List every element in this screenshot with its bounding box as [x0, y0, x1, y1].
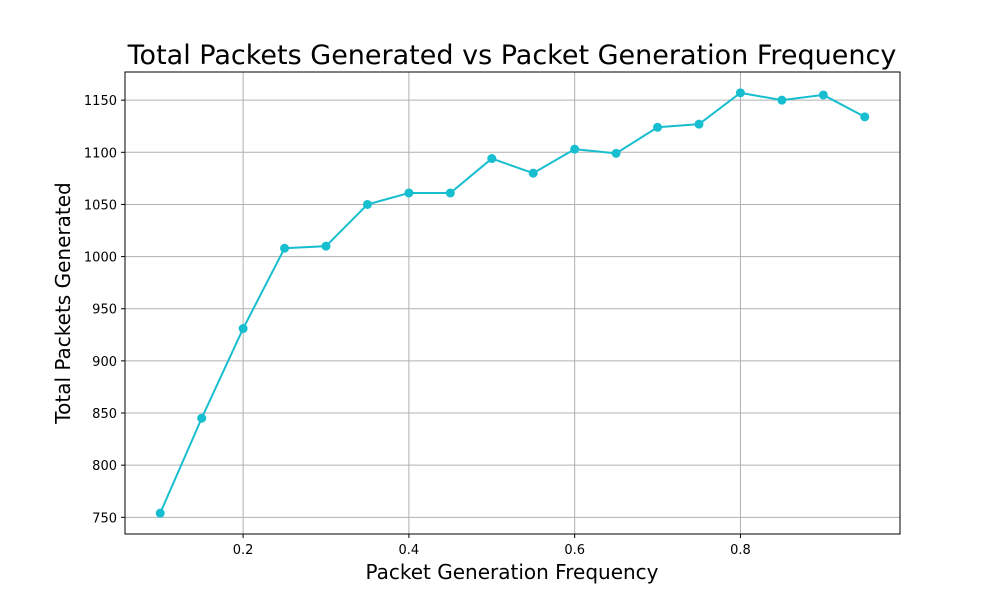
chart-title: Total Packets Generated vs Packet Genera… [127, 40, 897, 71]
data-point [404, 188, 414, 198]
y-tick-label: 750 [92, 511, 117, 526]
grid [125, 72, 900, 534]
data-point [777, 95, 787, 105]
data-point [362, 199, 372, 209]
data-point [445, 188, 455, 198]
data-point [528, 168, 538, 178]
data-point [818, 90, 828, 100]
data-point [197, 413, 207, 423]
x-axis-label: Packet Generation Frequency [365, 560, 658, 584]
data-point [860, 112, 870, 122]
series-layer [155, 88, 870, 518]
data-point [280, 243, 290, 253]
x-tick-label: 0.8 [730, 543, 751, 558]
y-tick-label: 1000 [84, 251, 117, 266]
data-point [570, 144, 580, 154]
ticks: 0.2 0.4 0.6 0.8 750 800 850 900 950 1000 1050 1100 1… [84, 94, 751, 558]
y-tick-label: 900 [92, 355, 117, 370]
y-tick-label: 800 [92, 459, 117, 474]
x-tick-label: 0.2 [233, 543, 254, 558]
series-line [159, 91, 866, 514]
y-tick-label: 1050 [84, 198, 117, 213]
data-point [155, 508, 165, 518]
y-tick-label: 1150 [84, 94, 117, 109]
data-point [694, 119, 704, 129]
x-tick-label: 0.4 [399, 543, 420, 558]
y-tick-label: 950 [92, 303, 117, 318]
data-point [321, 241, 331, 251]
y-tick-label: 1100 [84, 146, 117, 161]
y-axis-label: Total Packets Generated [51, 182, 75, 424]
plot-frame [124, 71, 901, 535]
y-tick-label: 850 [92, 407, 117, 422]
data-point [611, 148, 621, 158]
data-point [735, 88, 745, 98]
data-point [653, 122, 663, 132]
data-point [487, 154, 497, 164]
x-tick-label: 0.6 [564, 543, 585, 558]
data-point [238, 324, 248, 334]
